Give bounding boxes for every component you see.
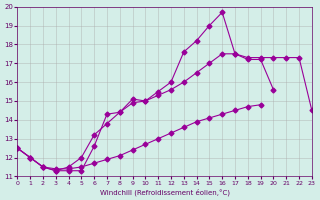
X-axis label: Windchill (Refroidissement éolien,°C): Windchill (Refroidissement éolien,°C) xyxy=(100,188,229,196)
